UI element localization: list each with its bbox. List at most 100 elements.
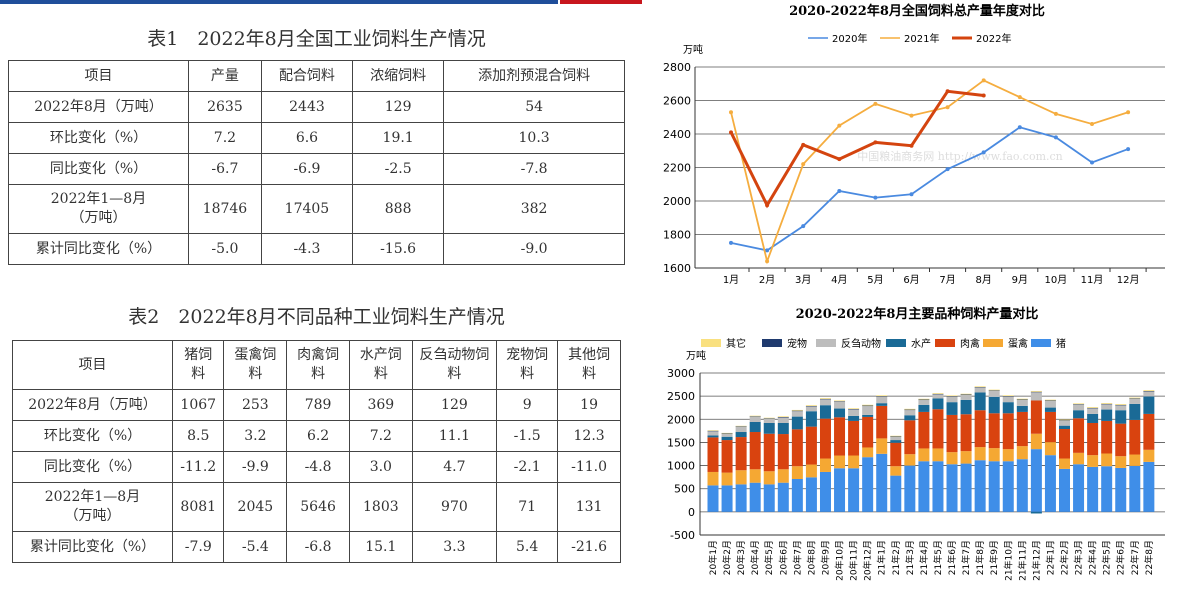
bar-segment-蛋禽 (918, 448, 930, 462)
bar-segment-肉禽 (904, 420, 916, 455)
x-tick-label: 21年7月 (960, 540, 972, 575)
bar-segment-宠物 (749, 416, 761, 417)
bar-segment-水产 (1129, 403, 1141, 420)
data-point (837, 188, 842, 193)
bar-segment-其它 (721, 432, 733, 434)
column-header: 蛋禽饲料 (223, 340, 288, 390)
y-axis-unit: 万吨 (683, 43, 703, 56)
bar-segment-肉禽 (932, 409, 944, 449)
table-cell: 3.3 (411, 531, 498, 563)
bar-segment-蛋禽 (834, 455, 846, 469)
bar-segment-水产 (876, 403, 888, 406)
bar-segment-宠物 (1129, 398, 1141, 399)
bar-segment-水产 (946, 402, 958, 415)
x-tick-label: 8月 (976, 274, 992, 286)
row-label: 2022年8月（万吨） (8, 91, 189, 123)
table-row: 2022年8月（万吨） 2635 2443 129 54 (8, 91, 625, 123)
bar-segment-其它 (791, 409, 803, 411)
table-row: 环比变化（%） 7.2 6.6 19.1 10.3 (8, 122, 625, 154)
legend-swatch (762, 339, 782, 347)
bar-segment-水产 (1073, 410, 1085, 419)
bar-segment-肉禽 (960, 414, 972, 452)
bar-segment-肉禽 (777, 434, 789, 470)
bar-segment-猪 (946, 464, 958, 512)
y-tick-label: 1800 (663, 229, 691, 242)
data-point (729, 130, 733, 135)
bar-segment-水产 (932, 398, 944, 410)
column-header: 反刍动物饲料 (411, 340, 498, 390)
x-tick-label: 21年12月 (1030, 540, 1042, 581)
legend-label: 水产 (911, 337, 931, 350)
bar-segment-反刍动物 (819, 399, 831, 406)
bar-segment-其它 (876, 395, 888, 397)
data-point (1053, 135, 1058, 140)
bar-segment-蛋禽 (1115, 456, 1127, 468)
table2: 项目 猪饲料 蛋禽饲料 肉禽饲料 水产饲料 反刍动物饲料 宠物饲料 其他饲料 2022年8月（万… (12, 340, 621, 563)
bar-segment-蛋禽 (1143, 449, 1155, 462)
bar-segment-宠物 (1002, 396, 1014, 397)
y-tick-label: -500 (670, 529, 695, 542)
bar-segment-猪 (1044, 455, 1056, 512)
table-cell: 970 (411, 482, 498, 532)
data-point (945, 167, 950, 172)
bar-segment-蛋禽 (721, 472, 733, 486)
series-line-2022年 (729, 89, 984, 209)
y-tick-label: 2200 (663, 162, 691, 175)
bar-segment-宠物 (1016, 399, 1028, 400)
bar-segment-反刍动物 (777, 417, 789, 423)
bar-segment-肉禽 (1030, 400, 1042, 434)
bar-segment-反刍动物 (1115, 405, 1127, 411)
table-cell: -11.0 (557, 451, 621, 483)
bar-segment-反刍动物 (721, 433, 733, 437)
legend-label: 肉禽 (960, 337, 980, 350)
bar-segment-反刍动物 (707, 431, 719, 436)
bar-segment-水产 (1087, 413, 1099, 423)
data-point (1017, 125, 1022, 130)
table-cell: 789 (286, 389, 350, 421)
bar-segment-反刍动物 (1030, 392, 1042, 401)
bar-segment-水产 (988, 396, 1000, 414)
legend-label: 蛋禽 (1008, 337, 1028, 350)
bar-segment-猪 (819, 471, 831, 512)
data-point (729, 240, 733, 245)
bar-segment-水产 (904, 415, 916, 421)
bar-segment-其它 (763, 417, 775, 419)
bar-segment-宠物 (932, 393, 944, 395)
y-tick-label: 1600 (663, 262, 691, 275)
table-cell: 5.4 (496, 531, 559, 563)
bar-segment-宠物 (1073, 404, 1085, 405)
bar-segment-宠物 (834, 401, 846, 402)
bar-segment-反刍动物 (862, 405, 874, 415)
bar-segment-水产 (834, 408, 846, 418)
table-row: 累计同比变化（%） -5.0 -4.3 -15.6 -9.0 (8, 233, 625, 265)
series-line-2021年 (730, 79, 1129, 265)
x-tick-label: 20年5月 (763, 540, 775, 575)
table-cell: 253 (223, 389, 288, 421)
bar-segment-水产 (918, 404, 930, 412)
data-point (729, 110, 733, 115)
y-tick-label: 500 (674, 483, 695, 496)
bar-segment-宠物 (1115, 404, 1127, 406)
table-cell: 382 (443, 184, 625, 234)
row-label: 同比变化（%） (8, 153, 189, 185)
table-cell: 129 (352, 91, 445, 123)
bar-segment-反刍动物 (1143, 391, 1155, 397)
column-header: 添加剂预混合饲料 (443, 60, 625, 92)
bar-segment-反刍动物 (834, 401, 846, 409)
legend-label: 2021年 (904, 32, 939, 45)
bar-segment-水产 (890, 440, 902, 443)
column-header: 配合饲料 (260, 60, 354, 92)
bar-segment-其它 (1002, 395, 1014, 397)
bar-segment-其它 (890, 435, 902, 437)
bar-segment-蛋禽 (1059, 458, 1070, 469)
header-red-bar (560, 0, 642, 4)
bar-segment-猪 (1002, 461, 1014, 512)
bar-segment-宠物 (918, 399, 930, 401)
bar-segment-猪 (862, 457, 874, 512)
bar-segment-水产 (763, 422, 775, 434)
table-cell: -2.1 (496, 451, 559, 483)
bar-segment-蛋禽 (876, 438, 888, 454)
data-point (981, 93, 986, 98)
bar-segment-水产 (1059, 425, 1070, 430)
bar-segment-蛋禽 (988, 448, 1000, 462)
